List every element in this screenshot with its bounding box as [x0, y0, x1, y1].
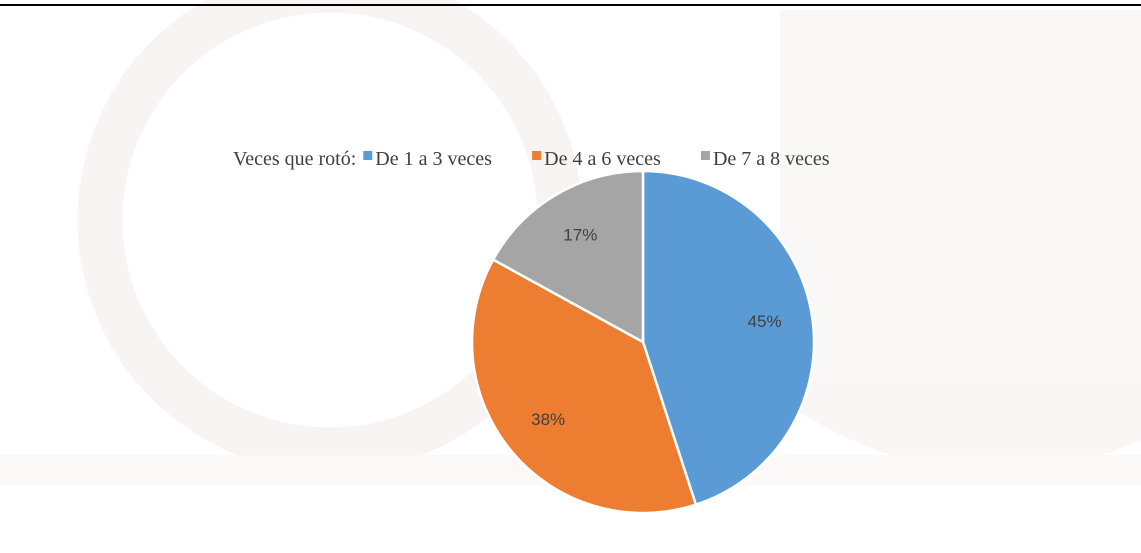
data-label: 38%	[531, 410, 565, 429]
data-label: 45%	[748, 312, 782, 331]
data-label: 17%	[563, 226, 597, 245]
legend-marker	[363, 151, 372, 160]
legend-label: De 4 a 6 veces	[544, 148, 661, 170]
legend-label: De 7 a 8 veces	[713, 148, 830, 170]
legend-label: De 1 a 3 veces	[375, 148, 492, 170]
chart: Veces que rotó: 45% 38% 17% De 1 a 3 veces D…	[0, 0, 1141, 553]
legend-title: Veces que rotó:	[233, 148, 356, 170]
legend-marker	[532, 151, 541, 160]
legend-marker	[701, 151, 710, 160]
